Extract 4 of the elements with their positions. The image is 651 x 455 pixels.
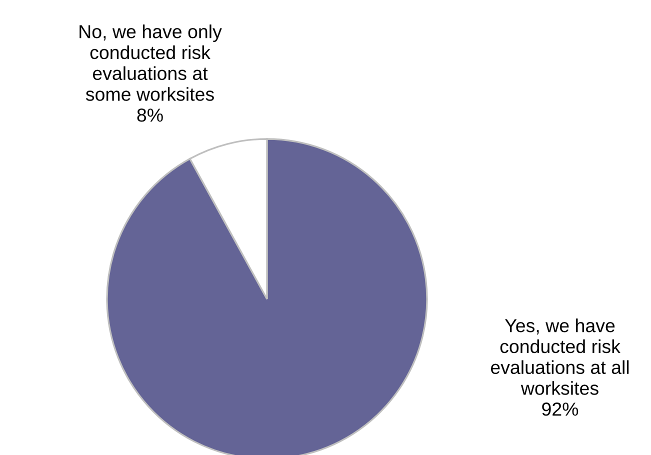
slice-label: Yes, we have conducted risk evaluations at all worksites <box>490 318 629 395</box>
slice-label: No, we have only conducted risk evaluations at some worksites <box>80 24 222 101</box>
data-label: 92% <box>542 402 578 416</box>
data-label: 8% <box>137 108 163 122</box>
